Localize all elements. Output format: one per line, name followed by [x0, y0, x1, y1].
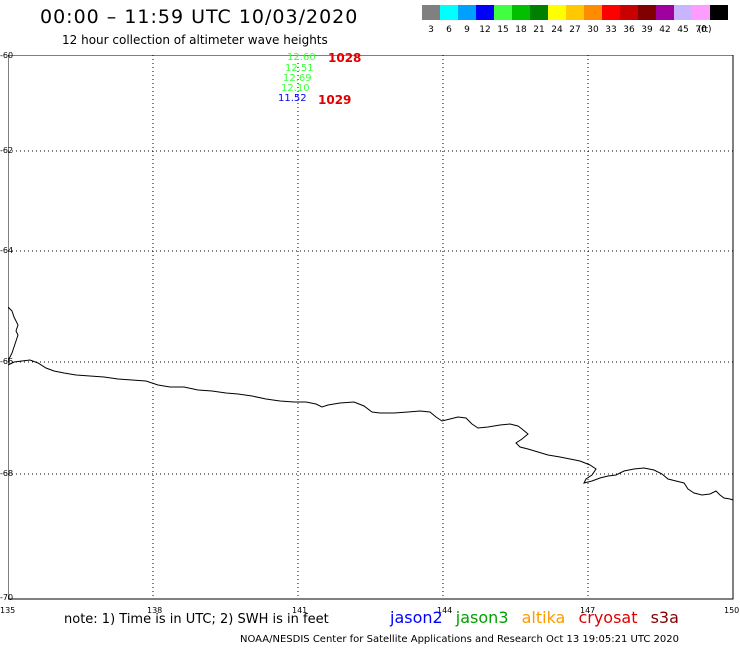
- latitude-label: -70: [0, 593, 14, 602]
- scale-swatch: [638, 5, 656, 20]
- longitude-label: 150: [724, 606, 740, 615]
- scale-swatch: [530, 5, 548, 20]
- scale-label: 27: [569, 25, 581, 35]
- latitude-label: -68: [0, 469, 14, 478]
- scale-swatch: [656, 5, 674, 20]
- scale-swatch: [548, 5, 566, 20]
- scale-label: 12: [479, 25, 491, 35]
- satellite-legend: jason2 jason3 altika cryosat s3a: [390, 608, 687, 627]
- longitude-label: 147: [580, 606, 596, 615]
- latitude-label: -62: [0, 146, 14, 155]
- page-subtitle: 12 hour collection of altimeter wave hei…: [62, 33, 328, 47]
- scale-swatch: [566, 5, 584, 20]
- scale-swatch: [494, 5, 512, 20]
- scale-swatch: [674, 5, 692, 20]
- scale-label: 24: [551, 25, 563, 35]
- scale-label: 6: [446, 25, 452, 35]
- scale-swatch: [602, 5, 620, 20]
- scale-swatch: [422, 5, 440, 20]
- credit-line: NOAA/NESDIS Center for Satellite Applica…: [240, 634, 679, 645]
- wave-height-reading: 12.51: [285, 63, 314, 74]
- wave-height-reading: 11.52: [278, 93, 307, 104]
- map-panel: [8, 55, 734, 600]
- latitude-label: -66: [0, 357, 14, 366]
- scale-swatch: [710, 5, 728, 20]
- scale-swatch: [512, 5, 530, 20]
- scale-unit-label: (ft): [698, 25, 712, 35]
- scale-swatch: [692, 5, 710, 20]
- satellite-legend-item: jason3: [455, 608, 509, 627]
- scale-label: 33: [605, 25, 617, 35]
- scale-label: 9: [464, 25, 470, 35]
- longitude-label: 141: [292, 606, 308, 615]
- scale-label: 39: [641, 25, 653, 35]
- scale-swatch: [458, 5, 476, 20]
- wave-height-reading: 12.69: [283, 73, 312, 84]
- page-title: 00:00 – 11:59 UTC 10/03/2020: [40, 6, 359, 28]
- satellite-legend-item: jason2: [390, 608, 443, 627]
- graticule: [8, 55, 733, 599]
- scale-label: 45: [677, 25, 689, 35]
- map-frame: [8, 55, 734, 600]
- wave-height-reading: 12.10: [281, 83, 310, 94]
- satellite-legend-item: altika: [521, 608, 566, 627]
- scale-label: 15: [497, 25, 509, 35]
- footnote: note: 1) Time is in UTC; 2) SWH is in fe…: [64, 612, 329, 627]
- scale-label: 36: [623, 25, 635, 35]
- wave-height-reading: 12.60: [287, 52, 316, 63]
- scale-swatch: [620, 5, 638, 20]
- scale-label: 3: [428, 25, 434, 35]
- longitude-label: 144: [437, 606, 453, 615]
- pass-number-label: 1028: [328, 51, 362, 65]
- scale-label: 21: [533, 25, 545, 35]
- scale-label: 30: [587, 25, 599, 35]
- scale-swatch: [440, 5, 458, 20]
- longitude-label: 135: [0, 606, 16, 615]
- scale-label: 18: [515, 25, 527, 35]
- satellite-legend-item: cryosat: [578, 608, 638, 627]
- longitude-label: 138: [147, 606, 163, 615]
- latitude-label: -64: [0, 246, 14, 255]
- scale-label: 42: [659, 25, 671, 35]
- pass-number-label: 1029: [318, 93, 352, 107]
- satellite-legend-item: s3a: [650, 608, 679, 627]
- scale-swatch: [476, 5, 494, 20]
- coastline: [8, 306, 734, 501]
- latitude-label: -60: [0, 51, 14, 60]
- scale-label: 70: [695, 25, 707, 35]
- scale-swatch: [584, 5, 602, 20]
